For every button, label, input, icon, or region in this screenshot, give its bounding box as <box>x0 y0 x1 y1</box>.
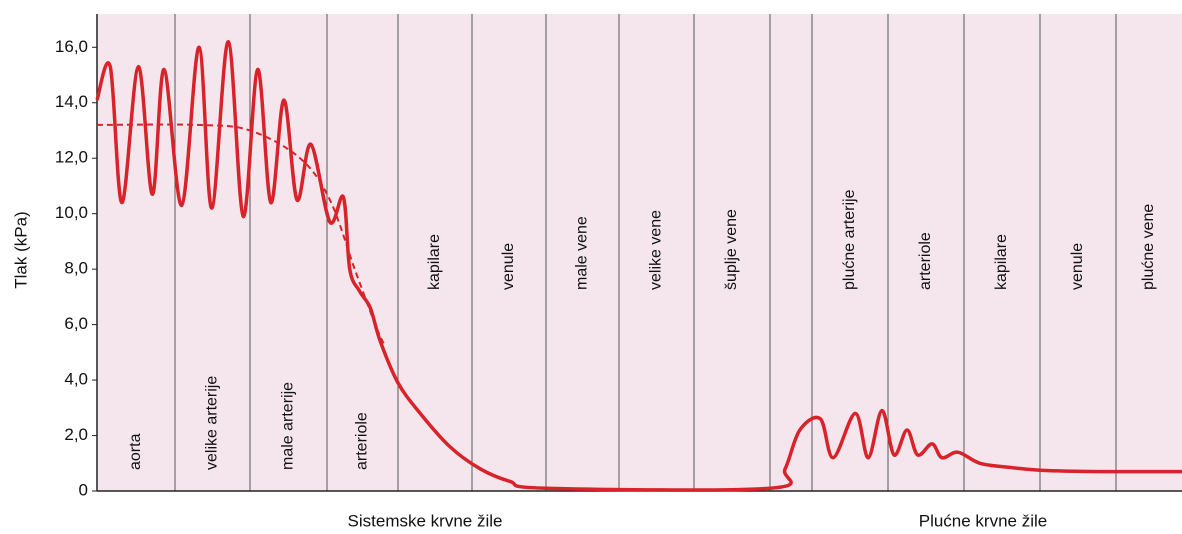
category-label: venule <box>500 243 517 290</box>
category-label: velike vene <box>648 210 665 290</box>
y-tick-label: 8,0 <box>64 259 88 278</box>
y-tick-label: 12,0 <box>55 148 88 167</box>
category-label: aorta <box>127 433 144 470</box>
y-tick-label: 2,0 <box>64 425 88 444</box>
y-tick-label: 10,0 <box>55 203 88 222</box>
group-label: Plućne krvne žile <box>919 511 1048 530</box>
category-label: male vene <box>574 216 591 290</box>
category-label: kapilare <box>426 234 443 290</box>
y-tick-label: 4,0 <box>64 370 88 389</box>
y-tick-label: 0 <box>79 480 88 499</box>
category-label: kapilare <box>993 234 1010 290</box>
y-axis-label: Tlak (kPa) <box>11 211 30 288</box>
group-label: Sistemske krvne žile <box>348 511 503 530</box>
y-tick-label: 14,0 <box>55 92 88 111</box>
plot-background <box>97 14 1182 491</box>
category-label: plućne vene <box>1140 204 1157 290</box>
category-label: plućne arterije <box>841 189 858 290</box>
pressure-line <box>95 39 1182 492</box>
category-label: arteriole <box>354 412 371 470</box>
y-tick-label: 16,0 <box>55 37 88 56</box>
category-label: šuplje vene <box>723 209 740 290</box>
pressure-line <box>96 123 387 348</box>
category-label: velike arterije <box>204 376 221 470</box>
y-tick-label: 6,0 <box>64 314 88 333</box>
category-label: venule <box>1069 243 1086 290</box>
category-label: male arterije <box>280 382 297 470</box>
category-label: arteriole <box>917 232 934 290</box>
